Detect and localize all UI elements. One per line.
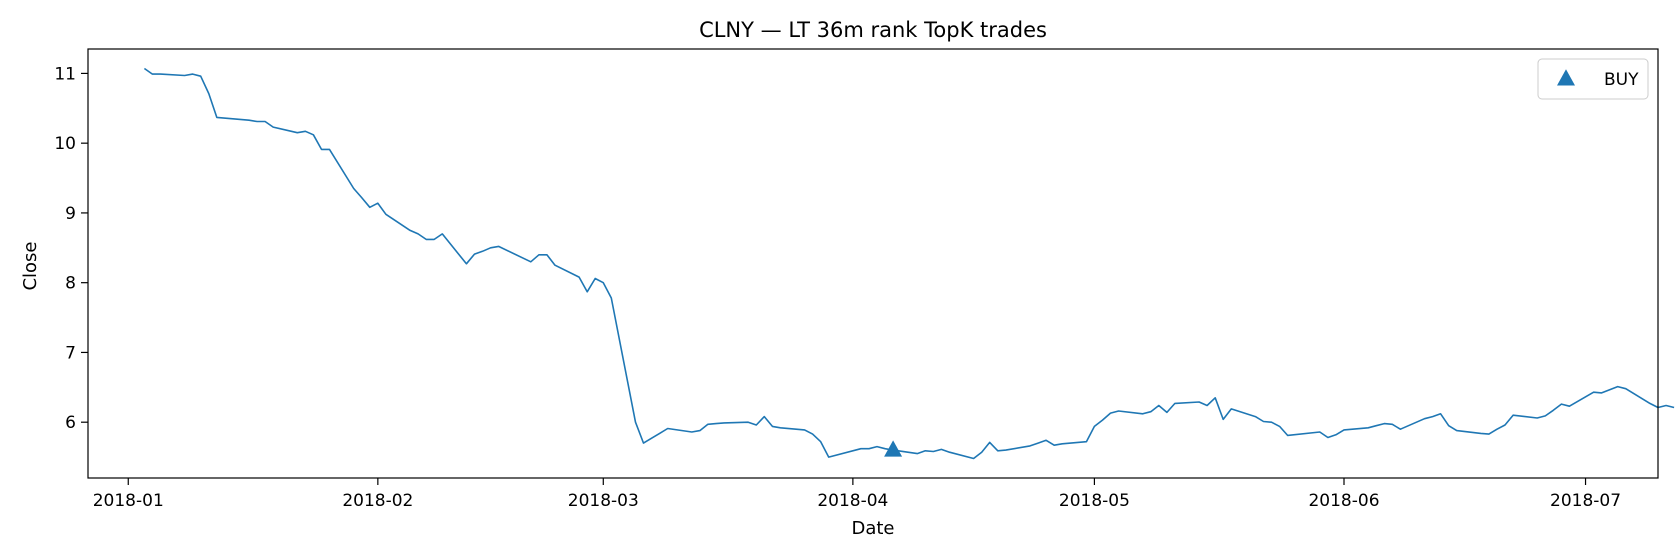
x-tick-label: 2018-01 xyxy=(93,491,164,511)
y-tick-label: 10 xyxy=(54,134,76,154)
legend: BUY xyxy=(1537,58,1649,100)
series-lines xyxy=(143,67,1675,460)
plot-frame xyxy=(87,48,1659,479)
y-tick-label: 9 xyxy=(65,204,76,224)
axes: 2018-01 2018-02 2018-03 2018-04 2018-05 2018-… xyxy=(54,64,1621,511)
x-tick-label: 2018-07 xyxy=(1550,491,1621,511)
legend-label: BUY xyxy=(1604,70,1639,90)
x-tick-label: 2018-05 xyxy=(1059,491,1130,511)
y-tick-label: 11 xyxy=(54,64,76,84)
trade-markers xyxy=(884,440,903,457)
buy-marker xyxy=(884,440,903,457)
x-axis-label: Date xyxy=(851,518,894,539)
y-tick-label: 8 xyxy=(65,274,76,294)
chart-title: CLNY — LT 36m rank TopK trades xyxy=(699,18,1047,42)
x-tick-label: 2018-03 xyxy=(568,491,639,511)
y-tick-label: 6 xyxy=(65,413,76,433)
x-tick-label: 2018-06 xyxy=(1308,491,1379,511)
legend-buy-marker xyxy=(1557,69,1575,86)
close-price-line xyxy=(143,67,1675,460)
x-tick-label: 2018-02 xyxy=(342,491,413,511)
y-tick-label: 7 xyxy=(65,343,76,363)
y-axis-label: Close xyxy=(20,241,41,290)
legend-box xyxy=(1537,58,1649,100)
x-tick-label: 2018-04 xyxy=(817,491,888,511)
